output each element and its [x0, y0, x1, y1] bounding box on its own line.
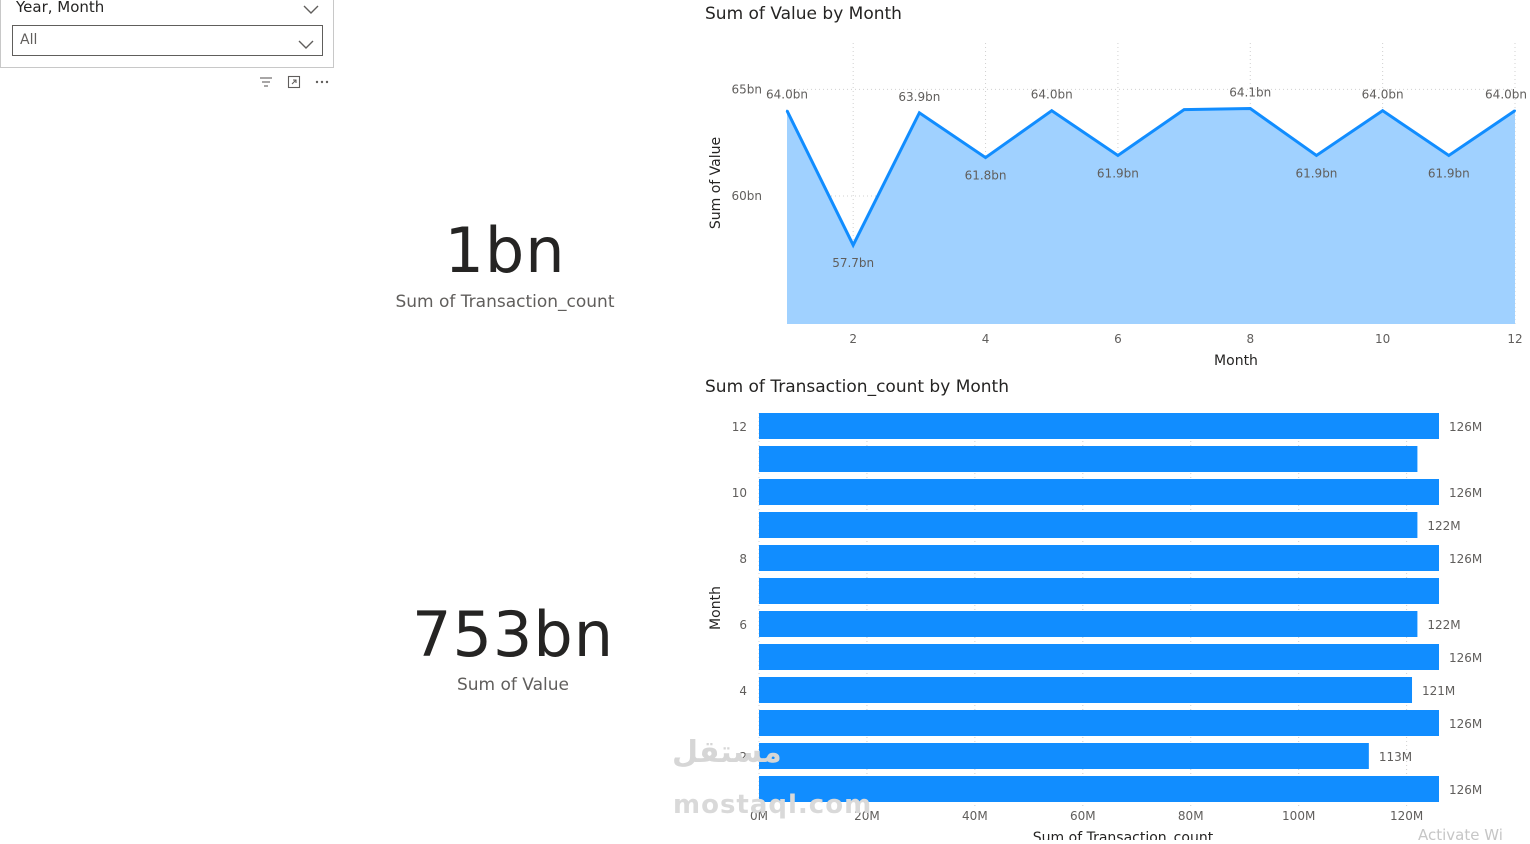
y-tick-label: 4: [739, 684, 747, 698]
x-tick-label: 6: [1114, 332, 1122, 346]
data-label: 122M: [1427, 519, 1460, 533]
data-label: 61.9bn: [1097, 166, 1139, 180]
x-tick-label: 40M: [962, 809, 988, 823]
bar: [759, 545, 1439, 571]
chevron-down-icon[interactable]: [303, 0, 319, 19]
x-tick-label: 2: [849, 332, 857, 346]
slicer-dropdown[interactable]: All: [12, 25, 323, 56]
series-line: [785, 107, 1516, 249]
x-axis-title: Sum of Transaction_count: [1033, 830, 1214, 840]
data-point: [852, 244, 855, 247]
bar: [759, 512, 1418, 538]
watermark-arabic: مستقل: [672, 735, 782, 770]
line-chart-title: Sum of Value by Month: [705, 4, 902, 24]
data-label: 64.0bn: [766, 88, 808, 102]
data-point: [1183, 108, 1186, 111]
data-label: 126M: [1449, 783, 1482, 797]
filter-icon[interactable]: [258, 74, 274, 90]
bar: [759, 479, 1439, 505]
data-point: [1381, 109, 1384, 112]
data-label: 126M: [1449, 420, 1482, 434]
bar: [759, 776, 1439, 802]
data-point: [1447, 154, 1450, 157]
y-tick-label: 6: [739, 618, 747, 632]
data-label: 64.0bn: [1485, 88, 1527, 102]
y-tick-label: 10: [732, 486, 747, 500]
data-label: 122M: [1427, 618, 1460, 632]
bar-chart-title: Sum of Transaction_count by Month: [705, 377, 1009, 397]
data-label: 126M: [1449, 651, 1482, 665]
area-fill: [787, 108, 1515, 325]
data-point: [1315, 154, 1318, 157]
card-value-label: Sum of Value: [456, 675, 569, 695]
x-tick-label: 8: [1246, 332, 1254, 346]
bar: [759, 677, 1413, 703]
data-label: 64.1bn: [1229, 86, 1271, 100]
data-point: [918, 111, 921, 114]
x-tick-label: 120M: [1390, 809, 1423, 823]
y-tick-label: 60bn: [732, 189, 763, 203]
data-label: 113M: [1379, 750, 1412, 764]
data-point: [1514, 109, 1516, 112]
focus-mode-icon[interactable]: [286, 74, 302, 90]
data-label: 64.0bn: [1031, 88, 1073, 102]
data-label: 63.9bn: [898, 90, 940, 104]
watermark-latin: mostaql.com: [673, 790, 873, 820]
data-point: [786, 109, 788, 112]
data-label: 64.0bn: [1362, 88, 1404, 102]
y-tick-label: 2: [739, 750, 747, 764]
data-label: 126M: [1449, 486, 1482, 500]
bar: [759, 743, 1369, 769]
x-tick-label: 0M: [750, 809, 768, 823]
y-tick-label: 65bn: [732, 82, 763, 96]
data-label: 61.8bn: [965, 169, 1007, 183]
x-tick-label: 10: [1375, 332, 1390, 346]
dropdown-chevron-icon[interactable]: [298, 35, 314, 54]
data-label: 61.9bn: [1428, 166, 1470, 180]
card-transaction-count-label: Sum of Transaction_count: [395, 292, 615, 312]
x-tick-label: 80M: [1178, 809, 1204, 823]
x-tick-label: 100M: [1282, 809, 1315, 823]
x-tick-label: 12: [1507, 332, 1522, 346]
year-month-slicer: Year, Month All: [0, 0, 334, 68]
data-point: [1249, 107, 1252, 110]
bar: [759, 710, 1439, 736]
data-point: [1116, 154, 1119, 157]
data-point: [984, 156, 987, 159]
data-point: [1050, 109, 1053, 112]
card-transaction-count-value: 1bn: [444, 214, 566, 287]
slicer-selected-value: All: [20, 32, 38, 48]
slicer-title: Year, Month: [16, 0, 105, 16]
x-tick-label: 4: [982, 332, 990, 346]
transaction-count-bar-chart: 0M 20M 40M 60M 80M 100M 120M 12 126M 10 126M 122M 8 1…: [708, 413, 1482, 840]
bar: [759, 611, 1418, 637]
y-axis-title: Month: [708, 586, 724, 630]
x-axis-title: Month: [1214, 353, 1258, 369]
data-label: 57.7bn: [832, 256, 874, 270]
y-tick-label: 8: [739, 552, 747, 566]
y-axis-title: Sum of Value: [708, 137, 724, 229]
data-label: 126M: [1449, 717, 1482, 731]
data-label: 126M: [1449, 552, 1482, 566]
activate-windows-text: Activate Wi: [1418, 826, 1503, 844]
data-label: 121M: [1422, 684, 1455, 698]
bar: [759, 446, 1418, 472]
y-tick-label: 12: [732, 420, 747, 434]
sum-of-value-area-chart: 60bn 65bn 2 4 6 8 10 12 64.0bn 57.7bn 63.9bn 61.8bn…: [708, 43, 1527, 369]
data-label: 61.9bn: [1295, 166, 1337, 180]
x-tick-label: 20M: [854, 809, 880, 823]
x-tick-label: 60M: [1070, 809, 1096, 823]
bar: [759, 413, 1439, 439]
bar: [759, 644, 1439, 670]
card-value-value: 753bn: [412, 598, 614, 671]
bar: [759, 578, 1439, 604]
more-options-icon[interactable]: [314, 74, 330, 90]
